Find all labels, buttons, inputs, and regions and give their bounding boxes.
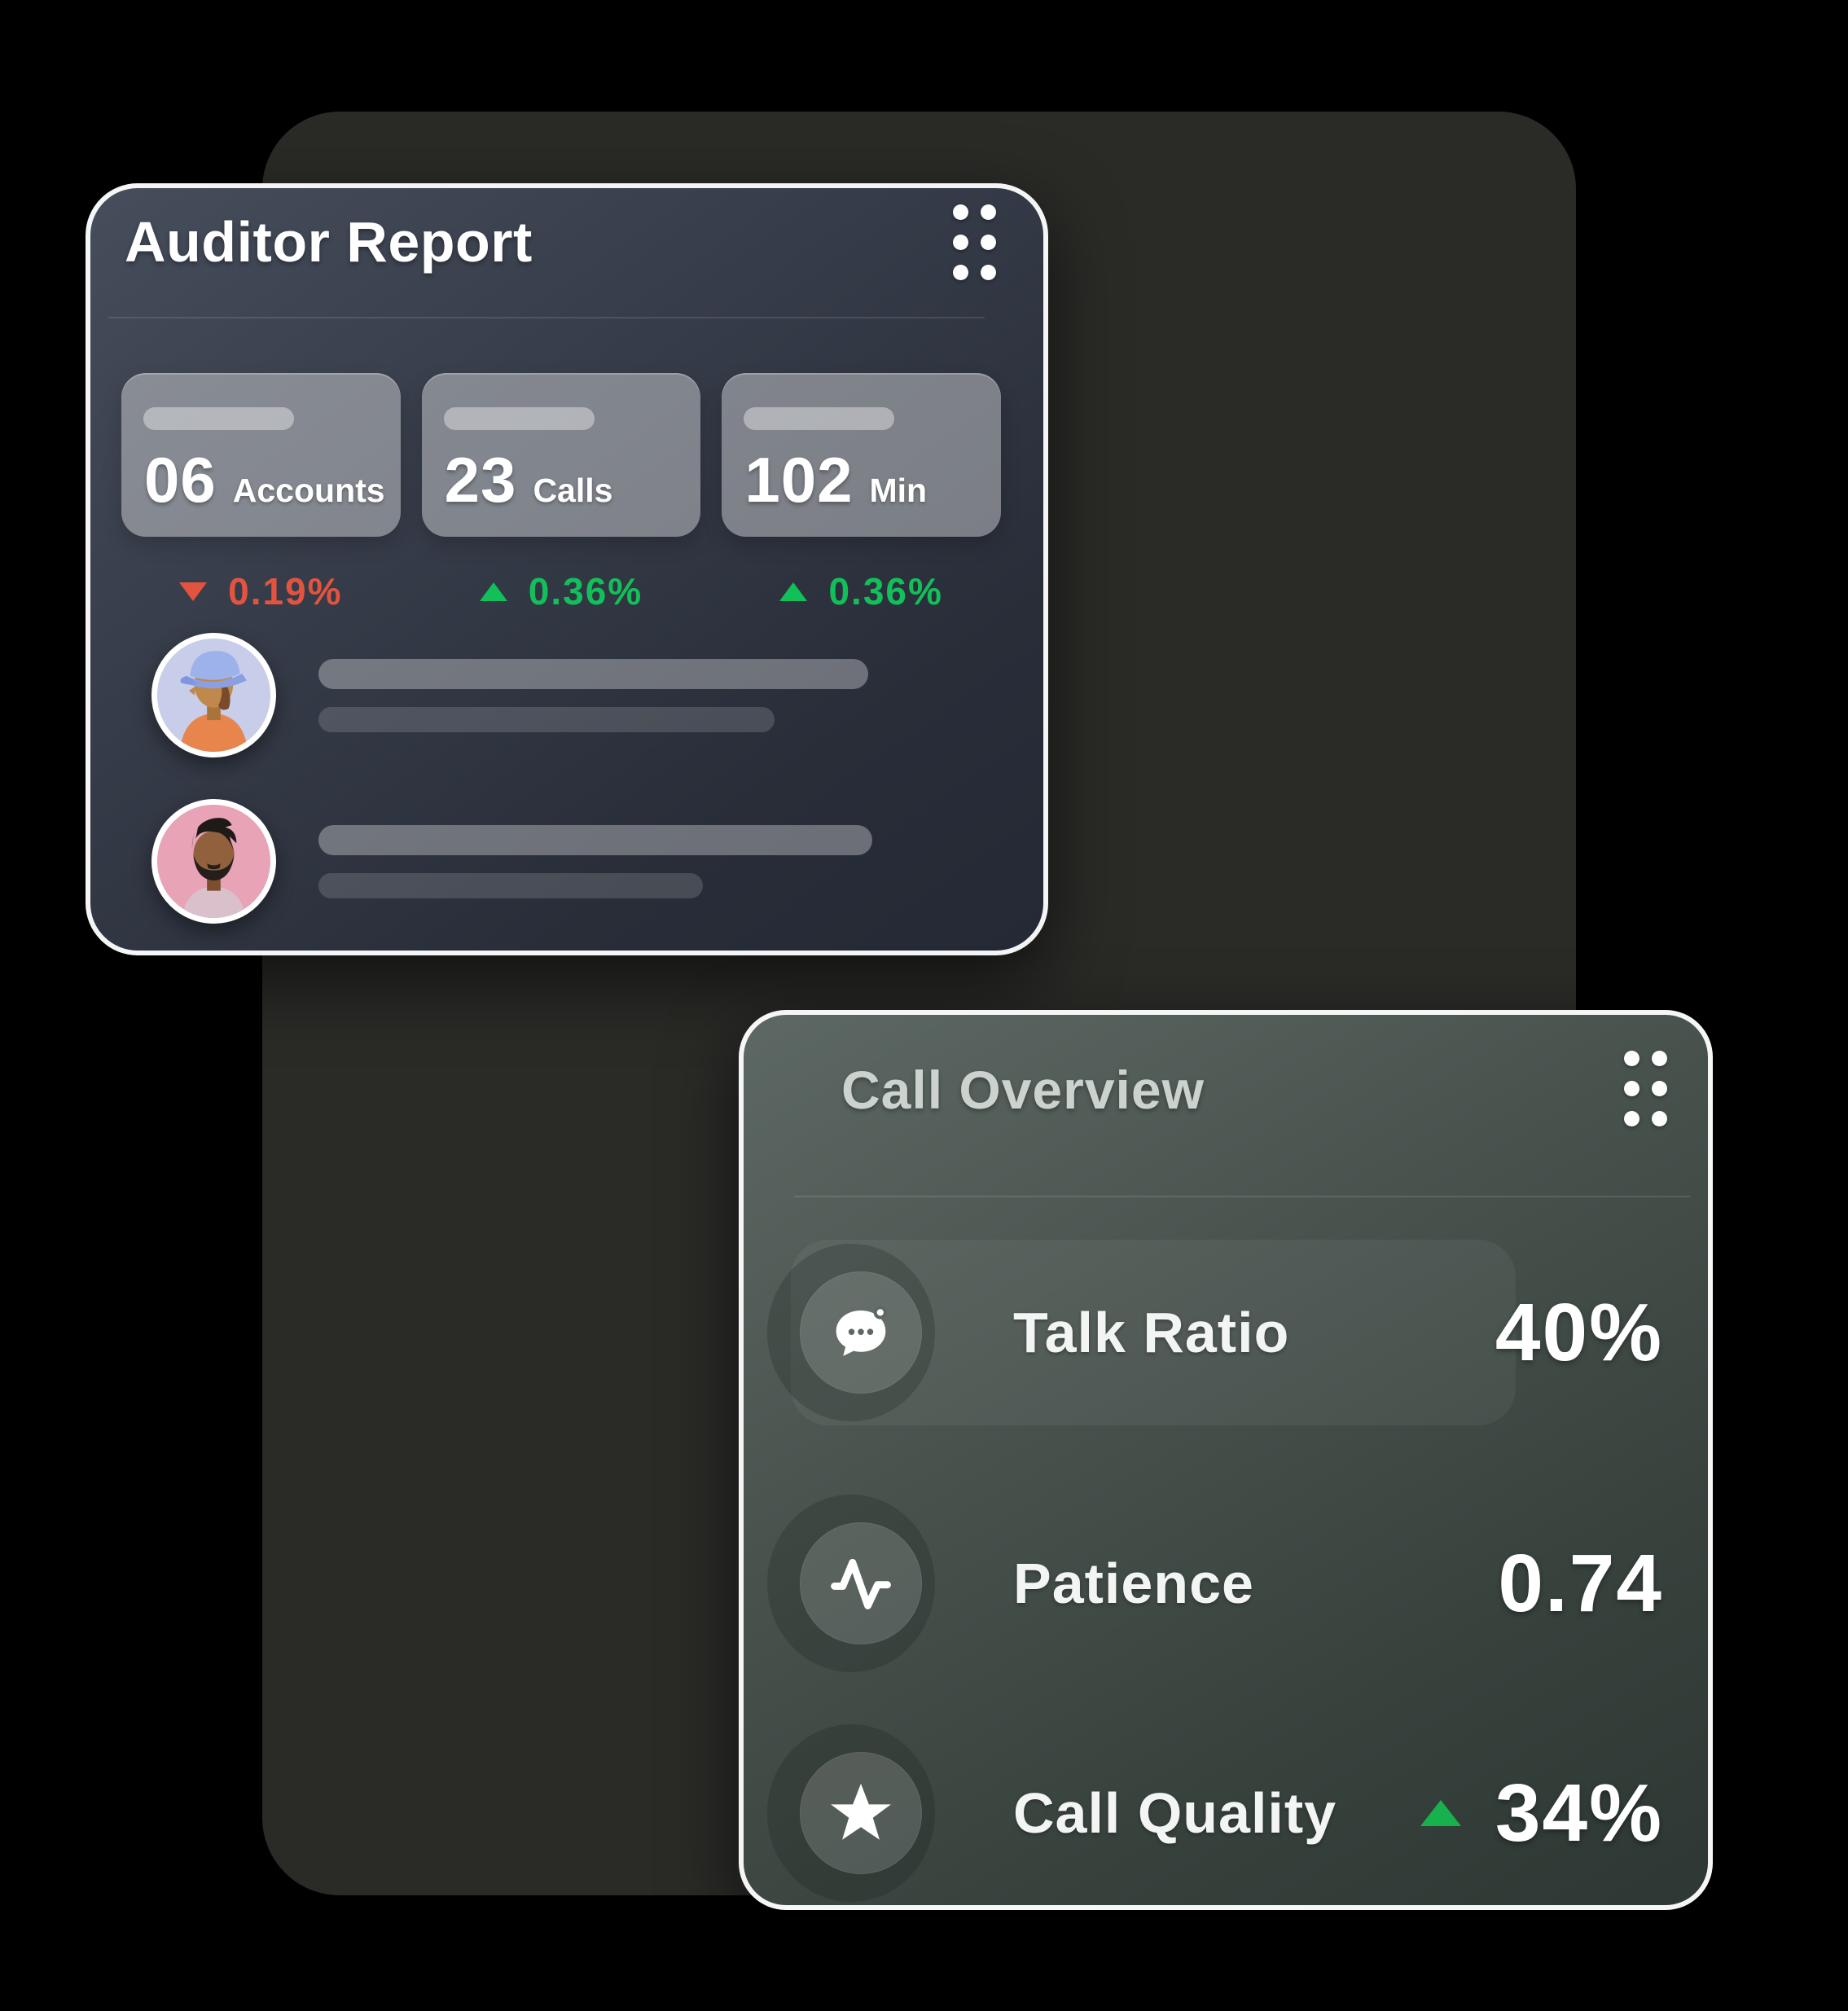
header-divider — [794, 1196, 1690, 1197]
call-overview-card: Call Overview Talk Ratio — [739, 1010, 1713, 1910]
skeleton-bar — [318, 706, 775, 732]
change-minutes: 0.36% — [722, 569, 1001, 613]
skeleton-pill — [443, 407, 595, 430]
chat-bubble-icon — [800, 1271, 922, 1394]
metric-label: Call Quality — [1013, 1781, 1337, 1845]
metric-row-talk-ratio: Talk Ratio 40% — [767, 1244, 1663, 1421]
skeleton-text-lines — [318, 658, 868, 732]
skeleton-bar — [318, 872, 703, 898]
avatar-bearded-man — [151, 799, 276, 924]
up-triangle-icon — [479, 582, 507, 601]
stat-value: 23 — [444, 444, 517, 516]
dot — [1624, 1081, 1639, 1096]
skeleton-pill — [143, 407, 295, 430]
dot — [1652, 1081, 1667, 1096]
changes-row: 0.19% 0.36% 0.36% — [121, 569, 1001, 613]
metric-value: 40% — [1495, 1286, 1663, 1378]
stat-label: Min — [869, 472, 928, 509]
stats-row: 06 Accounts 23 Calls 102 Min — [121, 373, 1002, 537]
skeleton-pill — [744, 407, 895, 430]
dot — [953, 204, 968, 220]
dot — [953, 235, 968, 250]
dot — [981, 265, 996, 280]
metric-row-call-quality: Call Quality 34% — [767, 1724, 1663, 1902]
dot — [981, 235, 996, 250]
drag-handle-icon[interactable] — [1624, 1051, 1667, 1126]
skeleton-bar — [318, 824, 872, 855]
avatar-worker-hardhat — [151, 633, 276, 757]
stat-label: Calls — [533, 472, 613, 509]
up-triangle-icon — [1420, 1800, 1461, 1826]
metric-icon-wrap — [767, 1724, 935, 1902]
dot — [1624, 1111, 1639, 1126]
stat-tile-accounts: 06 Accounts — [121, 373, 401, 537]
auditor-report-card: Auditor Report 06 Accounts 23 Calls — [86, 183, 1048, 955]
metric-icon-wrap — [767, 1244, 935, 1421]
metric-label: Talk Ratio — [1013, 1301, 1290, 1364]
metric-value: 0.74 — [1498, 1537, 1663, 1629]
stat-tile-calls: 23 Calls — [421, 373, 701, 537]
metric-icon-wrap — [767, 1495, 935, 1672]
list-item-person-2 — [151, 799, 872, 924]
change-value: 0.19% — [228, 570, 343, 613]
skeleton-text-lines — [318, 824, 872, 898]
change-value: 0.36% — [828, 570, 943, 613]
pulse-icon — [800, 1522, 922, 1644]
header-divider — [108, 317, 985, 318]
stat-value: 102 — [744, 444, 854, 516]
down-triangle-icon — [179, 582, 208, 601]
change-value: 0.36% — [528, 570, 643, 613]
dot — [1652, 1051, 1667, 1066]
row-highlight — [791, 1240, 1516, 1425]
stat-label: Accounts — [232, 472, 385, 509]
change-accounts: 0.19% — [121, 569, 401, 613]
metric-row-patience: Patience 0.74 — [767, 1495, 1663, 1672]
dot — [981, 204, 996, 220]
metric-value: 34% — [1495, 1767, 1663, 1859]
dot — [953, 265, 968, 280]
call-card-title: Call Overview — [841, 1060, 1205, 1120]
stat-tile-minutes: 102 Min — [722, 373, 1002, 537]
star-icon — [800, 1752, 922, 1874]
skeleton-bar — [318, 658, 868, 689]
up-triangle-icon — [779, 582, 808, 601]
dot — [1652, 1111, 1667, 1126]
list-item-person-1 — [151, 633, 868, 757]
drag-handle-icon[interactable] — [953, 204, 996, 280]
auditor-card-title: Auditor Report — [125, 210, 533, 274]
stat-value: 06 — [144, 444, 217, 516]
metric-label: Patience — [1013, 1552, 1254, 1615]
change-calls: 0.36% — [422, 569, 701, 613]
dot — [1624, 1051, 1639, 1066]
